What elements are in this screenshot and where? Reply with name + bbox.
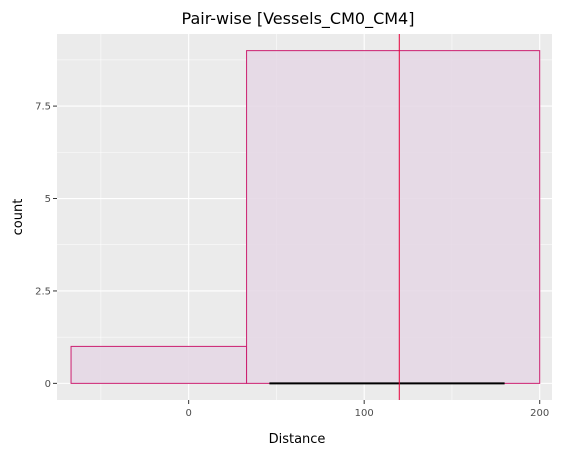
chart-title: Pair-wise [Vessels_CM0_CM4] xyxy=(182,9,415,29)
histogram-bar xyxy=(70,345,248,384)
y-tick-label: 2.5 xyxy=(35,286,51,297)
x-tick-label: 0 xyxy=(185,408,191,419)
x-axis-label: Distance xyxy=(269,432,326,447)
ticks-layer: 0 100 200 0 2.5 5 7.5 xyxy=(35,102,549,419)
y-tick-label: 0 xyxy=(45,379,51,390)
x-tick-label: 200 xyxy=(530,408,549,419)
y-tick-label: 7.5 xyxy=(35,102,51,113)
y-axis-label: count xyxy=(11,199,26,236)
overlay-layer xyxy=(269,34,505,400)
x-tick-label: 100 xyxy=(355,408,374,419)
y-tick-label: 5 xyxy=(45,194,51,205)
histogram-bar xyxy=(246,50,541,384)
bars-layer xyxy=(70,50,541,384)
